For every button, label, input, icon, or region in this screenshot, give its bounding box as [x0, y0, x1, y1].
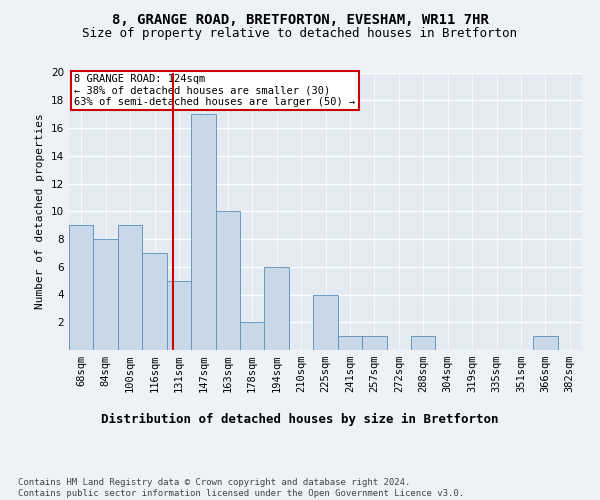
- Bar: [167, 280, 191, 350]
- Text: 8, GRANGE ROAD, BRETFORTON, EVESHAM, WR11 7HR: 8, GRANGE ROAD, BRETFORTON, EVESHAM, WR1…: [112, 12, 488, 26]
- Bar: [69, 225, 94, 350]
- Bar: [338, 336, 362, 350]
- Bar: [142, 253, 167, 350]
- Bar: [411, 336, 436, 350]
- Bar: [362, 336, 386, 350]
- Text: Size of property relative to detached houses in Bretforton: Size of property relative to detached ho…: [83, 28, 517, 40]
- Bar: [94, 239, 118, 350]
- Bar: [265, 267, 289, 350]
- Bar: [118, 225, 142, 350]
- Y-axis label: Number of detached properties: Number of detached properties: [35, 114, 46, 309]
- Bar: [215, 211, 240, 350]
- Text: Distribution of detached houses by size in Bretforton: Distribution of detached houses by size …: [101, 412, 499, 426]
- Text: 8 GRANGE ROAD: 124sqm
← 38% of detached houses are smaller (30)
63% of semi-deta: 8 GRANGE ROAD: 124sqm ← 38% of detached …: [74, 74, 355, 107]
- Text: Contains HM Land Registry data © Crown copyright and database right 2024.
Contai: Contains HM Land Registry data © Crown c…: [18, 478, 464, 498]
- Bar: [191, 114, 215, 350]
- Bar: [533, 336, 557, 350]
- Bar: [313, 294, 338, 350]
- Bar: [240, 322, 265, 350]
